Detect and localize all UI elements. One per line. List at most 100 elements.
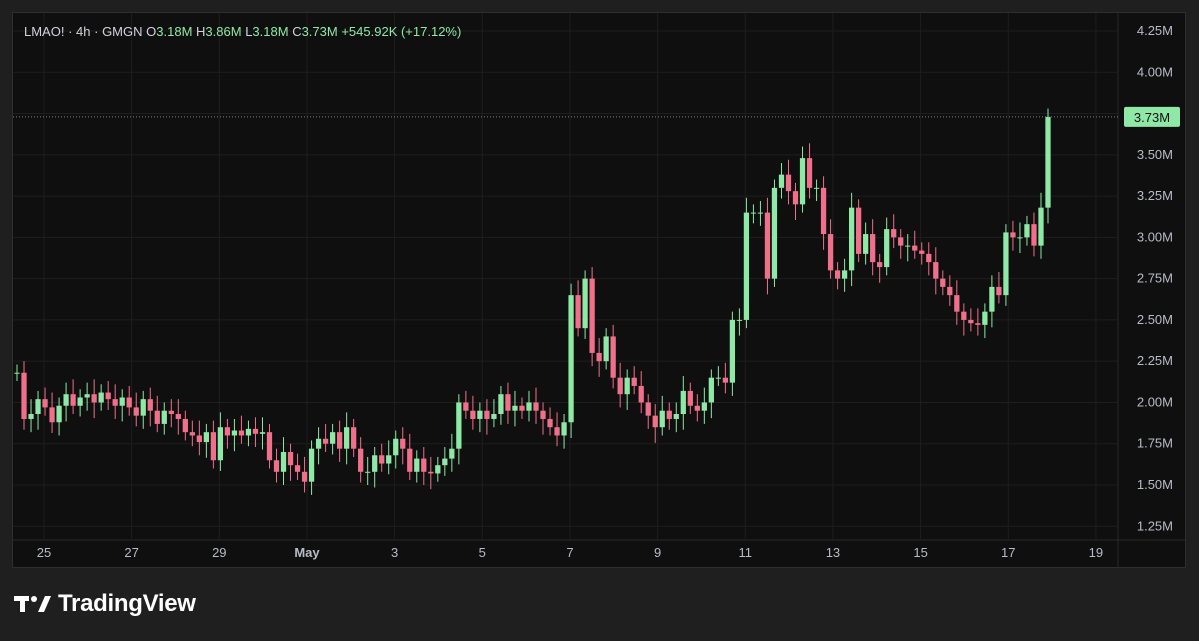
candle-body[interactable] <box>561 422 567 436</box>
candle-body[interactable] <box>77 397 83 406</box>
candlestick-chart[interactable]: 1.25M 1.50M 1.75M 2.00M 2.25M 2.50M 2.75M 3.00M… <box>13 13 1187 569</box>
candle-body[interactable] <box>449 448 455 459</box>
candle-body[interactable] <box>175 414 181 419</box>
candle-body[interactable] <box>870 234 876 263</box>
candle-body[interactable] <box>540 410 546 419</box>
candle-body[interactable] <box>877 262 883 268</box>
candle-body[interactable] <box>638 385 644 403</box>
candle-body[interactable] <box>701 402 707 411</box>
candle-body[interactable] <box>442 458 448 466</box>
candle-body[interactable] <box>477 410 483 419</box>
candle-body[interactable] <box>940 278 946 287</box>
candle-body[interactable] <box>98 392 104 403</box>
candle-body[interactable] <box>898 237 904 246</box>
candle-body[interactable] <box>582 278 588 329</box>
candle-body[interactable] <box>161 410 167 424</box>
candle-body[interactable] <box>912 245 918 251</box>
candle-body[interactable] <box>308 448 315 482</box>
candle-body[interactable] <box>708 377 714 403</box>
candle-body[interactable] <box>336 432 343 449</box>
candle-body[interactable] <box>841 270 848 279</box>
candle-body[interactable] <box>84 394 90 398</box>
candle-body[interactable] <box>891 229 897 238</box>
candle-body[interactable] <box>273 460 280 472</box>
tradingview-brand[interactable]: TradingView <box>14 590 196 618</box>
candle-body[interactable] <box>280 451 287 472</box>
candle-body[interactable] <box>610 336 616 378</box>
candle-body[interactable] <box>435 465 441 474</box>
candle-body[interactable] <box>505 394 511 411</box>
candle-body[interactable] <box>526 402 532 411</box>
candle-body[interactable] <box>771 187 778 279</box>
candle-body[interactable] <box>189 432 195 436</box>
candle-body[interactable] <box>1017 237 1023 239</box>
candle-body[interactable] <box>975 323 981 325</box>
candle-body[interactable] <box>863 234 869 254</box>
candle-body[interactable] <box>820 187 827 235</box>
candle-body[interactable] <box>512 405 518 411</box>
candle-body[interactable] <box>1010 232 1016 238</box>
candle-body[interactable] <box>757 212 764 214</box>
candle-body[interactable] <box>203 432 209 443</box>
candle-body[interactable] <box>659 410 665 428</box>
candle-body[interactable] <box>926 253 932 263</box>
candle-body[interactable] <box>673 414 679 419</box>
candle-body[interactable] <box>1024 224 1030 238</box>
candle-body[interactable] <box>259 432 266 434</box>
candle-body[interactable] <box>119 397 125 406</box>
candle-body[interactable] <box>856 207 862 254</box>
candle-body[interactable] <box>168 410 174 415</box>
candle-body[interactable] <box>238 430 245 436</box>
candle-body[interactable] <box>954 295 960 312</box>
candle-body[interactable] <box>989 286 995 312</box>
candle-body[interactable] <box>315 438 322 449</box>
candle-body[interactable] <box>729 319 736 383</box>
candle-body[interactable] <box>70 394 76 406</box>
candle-body[interactable] <box>778 174 785 188</box>
candle-body[interactable] <box>834 270 841 279</box>
candle-body[interactable] <box>414 458 420 472</box>
candle-body[interactable] <box>687 390 693 406</box>
candle-body[interactable] <box>42 399 48 408</box>
candle-body[interactable] <box>393 438 399 456</box>
candle-body[interactable] <box>463 402 469 411</box>
candle-body[interactable] <box>252 428 259 434</box>
candle-body[interactable] <box>428 471 434 474</box>
candle-body[interactable] <box>421 458 427 472</box>
candle-body[interactable] <box>722 377 729 383</box>
candle-body[interactable] <box>491 414 497 419</box>
candle-body[interactable] <box>589 278 595 353</box>
candle-body[interactable] <box>806 158 813 188</box>
candle-body[interactable] <box>56 405 62 423</box>
candle-body[interactable] <box>126 397 132 408</box>
legend-symbol[interactable]: LMAO! <box>24 24 65 39</box>
candle-body[interactable] <box>49 407 55 423</box>
candle-body[interactable] <box>968 319 974 324</box>
candle-body[interactable] <box>28 414 34 419</box>
candle-body[interactable] <box>147 399 153 411</box>
candle-body[interactable] <box>21 372 27 419</box>
candle-body[interactable] <box>105 392 111 400</box>
candle-body[interactable] <box>848 207 855 271</box>
candle-body[interactable] <box>617 377 623 395</box>
candle-body[interactable] <box>666 410 672 419</box>
candle-body[interactable] <box>1031 224 1037 246</box>
candle-body[interactable] <box>287 451 294 466</box>
candle-body[interactable] <box>519 405 525 411</box>
candle-body[interactable] <box>351 427 357 449</box>
candle-body[interactable] <box>91 394 97 403</box>
candle-body[interactable] <box>743 212 750 320</box>
candle-body[interactable] <box>470 410 476 419</box>
candle-body[interactable] <box>386 455 392 464</box>
candle-body[interactable] <box>680 390 686 415</box>
candle-body[interactable] <box>884 229 890 268</box>
candle-body[interactable] <box>919 250 925 254</box>
candle-body[interactable] <box>294 465 301 472</box>
candle-body[interactable] <box>982 311 988 325</box>
candle-body[interactable] <box>266 432 273 461</box>
candle-body[interactable] <box>14 372 20 374</box>
candle-body[interactable] <box>547 418 553 428</box>
candle-body[interactable] <box>996 286 1002 296</box>
candle-body[interactable] <box>631 377 637 386</box>
candle-body[interactable] <box>961 311 967 320</box>
